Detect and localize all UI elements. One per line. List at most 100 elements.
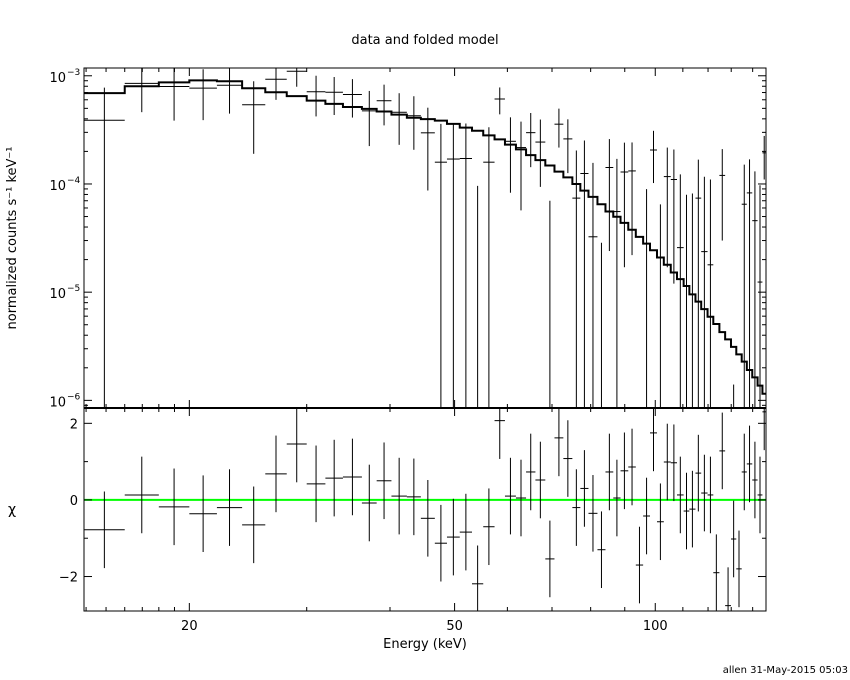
residual-point <box>434 504 447 582</box>
data-point <box>526 112 536 168</box>
residual-point <box>124 456 159 534</box>
y-tick-label-exponent: −5 <box>67 284 80 294</box>
residual-point <box>580 450 589 527</box>
residual-point <box>713 534 720 611</box>
residual-point <box>605 433 614 511</box>
data-point <box>701 176 708 408</box>
data-point <box>406 96 421 150</box>
data-point <box>342 79 362 118</box>
data-point <box>746 159 753 408</box>
data-point <box>588 162 598 408</box>
residual-point <box>391 457 407 535</box>
chart-title: data and folded model <box>351 33 498 48</box>
spectrum-panel <box>84 68 766 408</box>
residual-point <box>597 511 606 589</box>
data-point <box>124 68 159 113</box>
y-tick-label-bottom: −2 <box>59 571 78 586</box>
data-point <box>434 123 447 408</box>
residual-point <box>406 458 421 536</box>
data-point <box>695 159 702 408</box>
residual-point <box>635 526 644 604</box>
model-step-line <box>84 79 766 395</box>
residual-point <box>376 442 392 520</box>
data-point <box>535 119 546 187</box>
plot-frame <box>83 67 767 612</box>
residual-point <box>242 486 266 564</box>
data-point <box>605 139 614 252</box>
residual-point <box>746 425 753 503</box>
residual-point <box>472 545 484 611</box>
residual-point <box>216 469 243 546</box>
residual-point <box>677 456 684 534</box>
data-point <box>752 171 758 408</box>
residual-point <box>613 459 621 537</box>
data-point <box>216 68 243 114</box>
residual-point <box>515 459 527 537</box>
residual-point <box>689 470 696 548</box>
x-axis-label: Energy (keV) <box>383 637 467 652</box>
data-point <box>628 142 636 256</box>
y-tick-label-exponent: −3 <box>67 68 80 78</box>
data-point <box>515 121 527 211</box>
residual-panel <box>84 408 766 611</box>
residual-point <box>752 441 758 519</box>
residual-point <box>342 438 362 516</box>
residual-point <box>572 469 581 546</box>
residual-point <box>265 435 287 513</box>
data-point <box>325 77 343 115</box>
y-tick-label-bottom: 2 <box>70 417 78 432</box>
data-point <box>719 149 726 241</box>
data-point <box>613 158 621 408</box>
residual-point <box>545 520 555 598</box>
x-tick-label: 20 <box>181 619 198 634</box>
data-point <box>420 107 435 191</box>
residual-point <box>588 475 598 552</box>
data-point <box>670 149 678 284</box>
residual-point <box>643 477 650 555</box>
residual-point <box>420 480 435 557</box>
data-point <box>757 185 763 408</box>
x-tick-label: 100 <box>643 619 668 634</box>
data-point <box>580 140 589 408</box>
residual-point <box>741 433 747 511</box>
residual-point <box>701 454 708 532</box>
data-point <box>504 117 516 193</box>
residual-point <box>663 423 671 501</box>
y-tick-label-top: 10 <box>49 395 66 410</box>
residual-point <box>158 468 190 546</box>
residual-point <box>563 420 573 497</box>
data-point <box>265 68 287 100</box>
data-point <box>494 87 505 115</box>
footer-timestamp: allen 31-May-2015 05:03 <box>723 665 848 676</box>
residual-point <box>707 456 714 534</box>
y-axis-label-bottom: χ <box>8 502 16 518</box>
y-tick-label-exponent: −6 <box>67 392 81 402</box>
data-point <box>483 127 495 408</box>
residual-point <box>656 483 664 561</box>
residual-point <box>683 472 690 550</box>
residual-point <box>725 567 731 611</box>
data-point <box>242 81 266 154</box>
residual-point <box>189 475 217 553</box>
y-tick-label-top: 10 <box>49 287 66 302</box>
y-tick-label-bottom: 0 <box>70 494 78 509</box>
data-point <box>306 75 326 117</box>
data-point <box>741 164 747 408</box>
y-tick-label-top: 10 <box>49 71 66 86</box>
residual-point <box>736 530 742 608</box>
residual-point <box>762 408 766 451</box>
data-point <box>707 179 714 408</box>
residual-point <box>459 493 473 571</box>
residual-point <box>483 488 495 566</box>
residual-point <box>670 424 678 502</box>
residual-point <box>535 441 546 519</box>
data-point <box>286 68 307 87</box>
data-point <box>620 142 629 268</box>
residual-point <box>84 491 125 569</box>
residual-point <box>494 408 505 459</box>
residual-point <box>526 433 536 511</box>
data-point <box>677 174 684 408</box>
y-tick-label-exponent: −4 <box>67 176 81 186</box>
